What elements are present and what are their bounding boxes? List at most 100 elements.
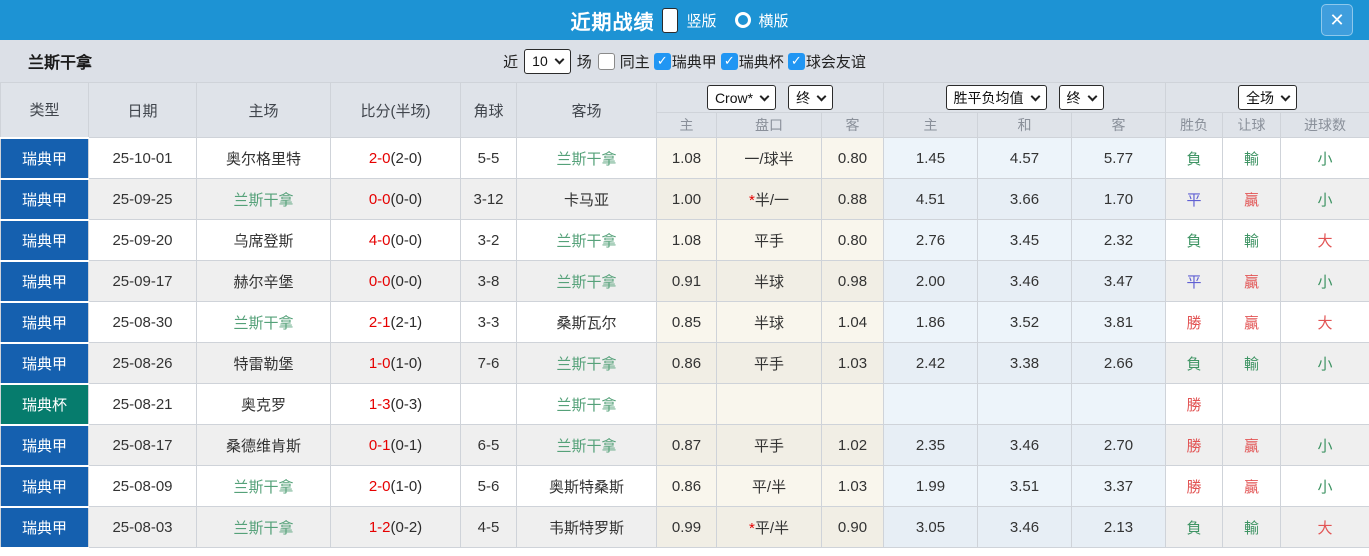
result-goals: 小 (1280, 178, 1369, 220)
result-wdl: 勝 (1165, 301, 1223, 343)
corner-count: 7-6 (460, 342, 517, 384)
chevron-down-icon (1030, 91, 1040, 101)
avg-lose: 2.70 (1071, 424, 1166, 466)
odds-away: 1.03 (821, 342, 884, 384)
avg-select[interactable]: 胜平负均值 (945, 85, 1047, 110)
result-handicap: 贏 (1222, 465, 1281, 507)
match-type-badge: 瑞典甲 (0, 136, 89, 180)
horizontal-layout-radio[interactable] (734, 12, 751, 28)
score-cell: 1-2(0-2) (330, 506, 461, 548)
recent-count-select[interactable]: 10 (524, 48, 571, 74)
score-cell: 2-0(1-0) (330, 465, 461, 507)
result-goals (1280, 383, 1369, 425)
away-team: 韦斯特罗斯 (516, 506, 657, 548)
result-goals: 大 (1280, 301, 1369, 343)
score-cell: 1-3(0-3) (330, 383, 461, 425)
table-row: 瑞典甲 25-08-17 桑德维肯斯 0-1(0-1) 6-5 兰斯干拿 0.87 平手 1.0… (0, 423, 1369, 467)
avg-draw: 4.57 (977, 137, 1072, 179)
avg-lose: 1.70 (1071, 178, 1166, 220)
near-label: 近 (503, 53, 519, 71)
avg-win: 1.86 (883, 301, 978, 343)
filter-checkbox-label: 同主 (619, 53, 650, 71)
col-header-corner: 角球 (460, 82, 517, 138)
checkbox-checked-icon[interactable]: ✓ (720, 52, 738, 70)
fulltime-score: 1-3 (368, 395, 391, 413)
team-title: 兰斯干拿 (28, 55, 93, 72)
result-wdl: 負 (1165, 137, 1223, 179)
recent-count-value: 10 (532, 53, 548, 69)
match-type-badge: 瑞典甲 (0, 177, 89, 221)
match-date: 25-08-30 (88, 301, 197, 343)
result-wdl: 負 (1165, 342, 1223, 384)
home-team: 兰斯干拿 (196, 301, 331, 343)
score-cell: 4-0(0-0) (330, 219, 461, 261)
home-team: 奥尔格里特 (196, 137, 331, 179)
avg-lose: 3.37 (1071, 465, 1166, 507)
fullmatch-select[interactable]: 全场 (1238, 85, 1297, 110)
odds-state-select[interactable]: 终 (788, 85, 834, 110)
table-row: 瑞典甲 25-10-01 奥尔格里特 2-0(2-0) 5-5 兰斯干拿 1.08 一/球半 0… (0, 136, 1369, 180)
odds-handicap: 一/球半 (716, 137, 822, 179)
halftime-score: (0-2) (390, 518, 423, 536)
away-team: 兰斯干拿 (516, 137, 657, 179)
result-handicap: 輸 (1222, 506, 1281, 548)
col-header-date: 日期 (88, 82, 197, 138)
score-cell: 0-1(0-1) (330, 424, 461, 466)
match-type-badge: 瑞典甲 (0, 259, 89, 303)
subcol-result-goals: 进球数 (1280, 112, 1369, 138)
avg-win: 4.51 (883, 178, 978, 220)
odds-group-header: Crow* 终 (656, 82, 884, 113)
score-cell: 2-0(2-0) (330, 137, 461, 179)
result-handicap: 贏 (1222, 424, 1281, 466)
match-date: 25-08-09 (88, 465, 197, 507)
result-handicap (1222, 383, 1281, 425)
corner-count: 3-3 (460, 301, 517, 343)
horizontal-layout-label: 横版 (758, 12, 789, 30)
odds-away: 0.80 (821, 219, 884, 261)
odds-away: 1.04 (821, 301, 884, 343)
avg-win: 2.42 (883, 342, 978, 384)
avg-state-value: 终 (1066, 89, 1081, 106)
odds-away: 0.90 (821, 506, 884, 548)
corner-count (460, 383, 517, 425)
match-type-badge: 瑞典甲 (0, 341, 89, 385)
checkbox-checked-icon[interactable]: ✓ (653, 52, 671, 70)
result-handicap: 輸 (1222, 219, 1281, 261)
avg-win (883, 383, 978, 425)
home-team: 奥克罗 (196, 383, 331, 425)
fulltime-score: 4-0 (368, 231, 391, 249)
subcol-avg-draw: 和 (977, 112, 1072, 138)
fulltime-score: 2-1 (368, 313, 391, 331)
avg-draw: 3.46 (977, 424, 1072, 466)
home-team: 乌席登斯 (196, 219, 331, 261)
checkbox-checked-icon[interactable]: ✓ (787, 52, 805, 70)
result-wdl: 負 (1165, 219, 1223, 261)
avg-state-select[interactable]: 终 (1058, 85, 1104, 110)
filter-bar: 兰斯干拿 近 10 场 同主 ✓ 瑞典甲 ✓ 瑞典杯 ✓ 球会友谊 (0, 40, 1369, 82)
halftime-score: (0-0) (390, 231, 423, 249)
result-wdl: 負 (1165, 506, 1223, 548)
avg-draw: 3.46 (977, 506, 1072, 548)
results-body: 瑞典甲 25-10-01 奥尔格里特 2-0(2-0) 5-5 兰斯干拿 1.08 一/球半 0… (0, 136, 1369, 549)
changed-odds-marker: * (748, 519, 755, 537)
avg-win: 3.05 (883, 506, 978, 548)
result-wdl: 勝 (1165, 465, 1223, 507)
avg-lose: 3.81 (1071, 301, 1166, 343)
chevron-down-icon (1280, 91, 1291, 101)
odds-home: 0.86 (656, 342, 717, 384)
checkbox-unchecked-icon[interactable] (597, 52, 615, 70)
vertical-layout-radio[interactable] (662, 7, 679, 33)
match-type-badge: 瑞典杯 (0, 382, 89, 426)
col-header-away: 客场 (516, 82, 657, 138)
fullmatch-value: 全场 (1246, 89, 1274, 106)
match-type-badge: 瑞典甲 (0, 464, 89, 508)
avg-win: 2.35 (883, 424, 978, 466)
odds-handicap: 半球 (716, 301, 822, 343)
bookmaker-select[interactable]: Crow* (706, 85, 777, 110)
halftime-score: (2-0) (390, 149, 423, 167)
close-button[interactable]: ✕ (1321, 4, 1353, 36)
table-row: 瑞典甲 25-09-17 赫尔辛堡 0-0(0-0) 3-8 兰斯干拿 0.91 半球 0.98… (0, 259, 1369, 303)
match-date: 25-09-20 (88, 219, 197, 261)
result-handicap: 贏 (1222, 260, 1281, 302)
